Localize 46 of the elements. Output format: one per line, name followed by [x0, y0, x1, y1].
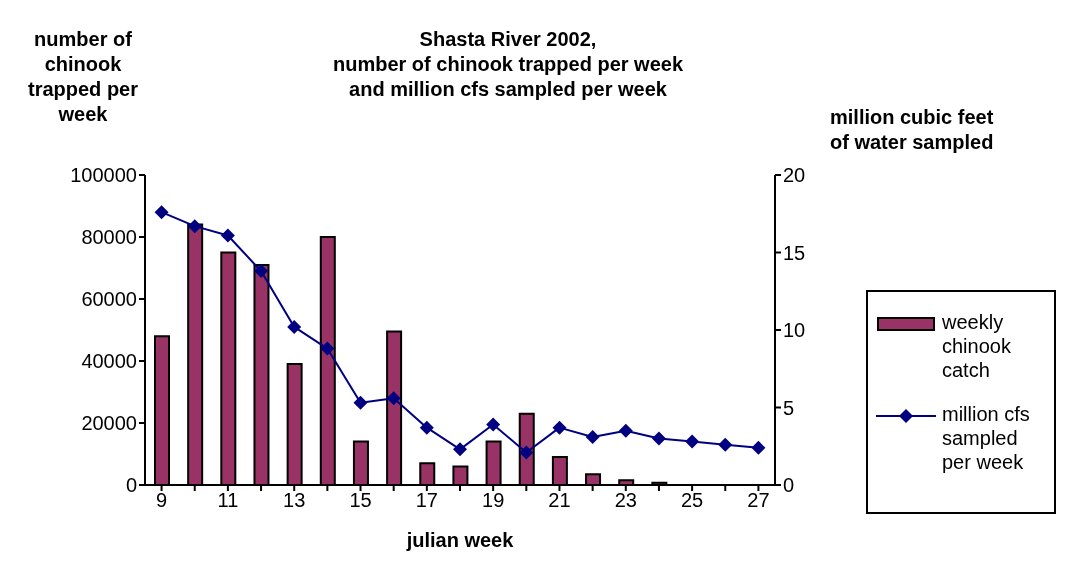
- point: [353, 395, 368, 410]
- point: [552, 420, 567, 435]
- y-tick-label: 80000: [81, 226, 137, 249]
- point: [187, 219, 202, 234]
- point: [585, 429, 600, 444]
- point: [287, 319, 302, 334]
- point: [386, 391, 401, 406]
- point: [685, 434, 700, 449]
- y2-tick-label: 5: [783, 396, 795, 419]
- x-tick-label: 25: [680, 489, 704, 512]
- x-tick-label: 17: [415, 489, 438, 512]
- x-axis-title: julian week: [405, 529, 515, 551]
- x-tick-label: 19: [482, 489, 505, 512]
- y2-tick-label: 15: [783, 241, 806, 264]
- y-axis-title: number of chinook trapped per week: [27, 28, 139, 125]
- chart-title: Shasta River 2002, number of chinook trapped per week and million cfs sampled per week: [332, 28, 684, 100]
- y-tick-label: 20000: [81, 412, 137, 435]
- point: [453, 442, 467, 457]
- point: [751, 440, 766, 455]
- point: [519, 445, 534, 460]
- point: [718, 437, 733, 452]
- point: [154, 205, 169, 220]
- y-tick-label: 0: [125, 474, 137, 497]
- point: [220, 228, 235, 243]
- point: [320, 341, 335, 356]
- y2-tick-label: 0: [783, 474, 795, 497]
- y-tick-label: 60000: [81, 288, 137, 311]
- y-tick-label: 100000: [70, 164, 137, 187]
- x-tick-label: 11: [217, 489, 239, 512]
- point: [651, 431, 666, 446]
- y2-tick-label: 20: [783, 164, 806, 187]
- x-tick-label: 15: [349, 489, 372, 512]
- x-tick-label: 27: [747, 489, 770, 512]
- y-tick-label: 40000: [81, 350, 137, 373]
- legend-label: million cfs sampled per week: [942, 402, 1031, 474]
- x-tick-label: 9: [156, 489, 168, 512]
- legend-label: weekly chinook catch: [942, 310, 1012, 382]
- point: [618, 423, 633, 438]
- point: [486, 417, 501, 432]
- x-tick-label: 23: [614, 489, 637, 512]
- y2-tick-label: 10: [783, 319, 806, 342]
- y2-axis-title: million cubic feet of water sampled: [830, 106, 994, 153]
- point: [419, 420, 434, 435]
- x-tick-label: 21: [548, 489, 571, 512]
- point: [254, 264, 269, 279]
- x-tick-label: 13: [283, 489, 306, 512]
